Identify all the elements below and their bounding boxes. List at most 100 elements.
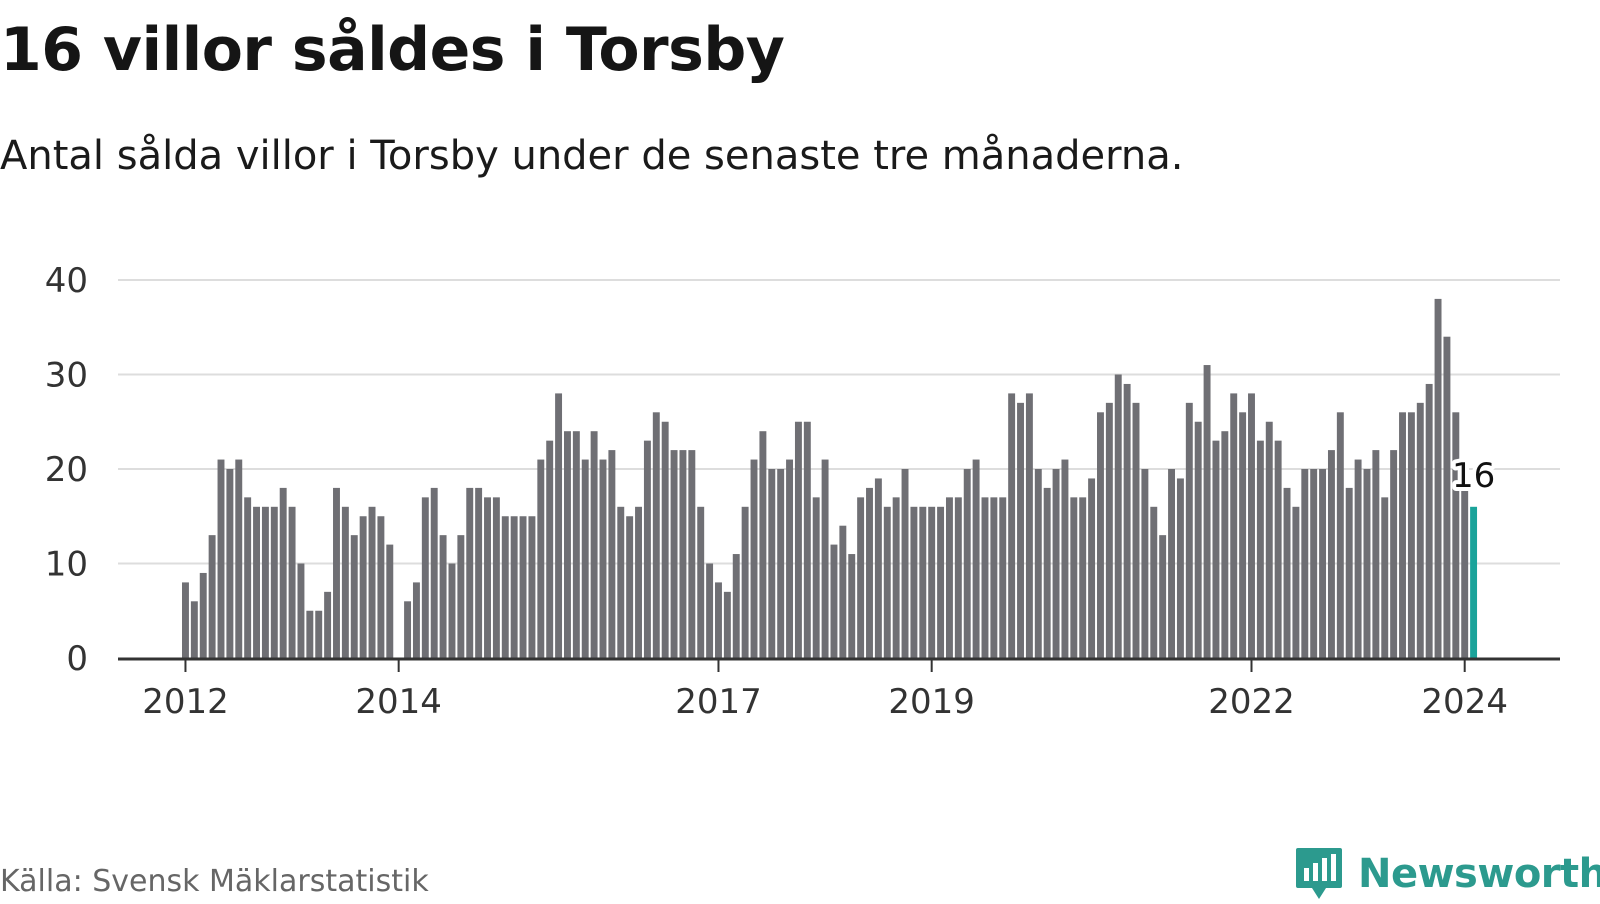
- bar: [1017, 402, 1024, 658]
- bar: [528, 516, 536, 658]
- bar: [333, 487, 340, 658]
- bar: [182, 582, 189, 658]
- bar: [546, 440, 554, 658]
- bar: [1354, 459, 1362, 658]
- bar: [679, 450, 687, 658]
- bar: [626, 516, 634, 658]
- y-tick-label: 30: [45, 356, 88, 396]
- bar: [652, 412, 660, 658]
- bar: [1372, 450, 1380, 658]
- bar: [1230, 393, 1238, 658]
- bar: [1407, 412, 1415, 658]
- bar: [1274, 440, 1282, 658]
- bar: [563, 431, 571, 658]
- bar: [555, 393, 563, 658]
- bar: [1319, 469, 1327, 658]
- bar: [1008, 393, 1016, 658]
- bar: [501, 516, 509, 658]
- bar: [643, 440, 651, 658]
- bar: [1159, 535, 1167, 658]
- bar: [1105, 402, 1113, 658]
- bar: [1168, 469, 1176, 658]
- bar: [297, 563, 305, 658]
- bar: [883, 506, 891, 658]
- y-tick-label: 10: [45, 545, 88, 585]
- bar: [581, 459, 589, 658]
- brand-logo[interactable]: Newsworthy: [1294, 844, 1600, 904]
- bar: [599, 459, 607, 658]
- bar: [315, 610, 323, 658]
- bar: [866, 487, 873, 658]
- bar: [492, 497, 500, 658]
- bar: [341, 506, 349, 658]
- y-tick-label: 40: [45, 261, 88, 301]
- bar: [1399, 412, 1406, 658]
- bar: [208, 535, 216, 658]
- bar: [981, 497, 989, 658]
- bar: [1212, 440, 1220, 658]
- bar: [1336, 412, 1344, 658]
- bar: [928, 506, 936, 658]
- bar: [1292, 506, 1300, 658]
- bar: [226, 469, 234, 658]
- bar: [706, 563, 714, 658]
- bar: [590, 431, 598, 658]
- bar: [404, 601, 412, 658]
- bar: [750, 459, 758, 658]
- bar: [723, 591, 731, 658]
- bar: [421, 497, 429, 658]
- newsworthy-logo-icon: [1296, 848, 1342, 899]
- x-tick-label: 2022: [1208, 682, 1295, 722]
- bar: [1221, 431, 1229, 658]
- bar: [794, 421, 802, 658]
- bar: [359, 516, 367, 658]
- x-tick-label: 2012: [142, 682, 229, 722]
- bar: [1452, 412, 1460, 658]
- bar: [1194, 421, 1202, 658]
- bar: [892, 497, 900, 658]
- bar: [715, 582, 722, 658]
- bar: [1123, 383, 1131, 658]
- bar: [1043, 487, 1051, 658]
- bar: [901, 469, 909, 658]
- bar: [1025, 393, 1033, 658]
- bar: [732, 554, 740, 658]
- bar: [688, 450, 696, 658]
- bar: [857, 497, 865, 658]
- bar: [448, 563, 456, 658]
- bar: [368, 506, 376, 658]
- bar: [608, 450, 616, 658]
- bar: [377, 516, 385, 658]
- bar: [635, 506, 642, 658]
- bar: [759, 431, 767, 658]
- bar: [253, 506, 260, 658]
- bar: [235, 459, 243, 658]
- bar: [910, 506, 918, 658]
- bar: [768, 469, 776, 658]
- bar: [288, 506, 296, 658]
- bar: [270, 506, 278, 658]
- bar: [945, 497, 953, 658]
- bar: [697, 506, 705, 658]
- x-tick-label: 2017: [675, 682, 762, 722]
- bar: [306, 610, 314, 658]
- bar: [777, 469, 785, 658]
- bar: [1132, 402, 1140, 658]
- bar: [1327, 450, 1335, 658]
- bar: [972, 459, 980, 658]
- bar: [1301, 469, 1309, 658]
- bar: [954, 497, 962, 658]
- bar: [457, 535, 465, 658]
- bar: [990, 497, 998, 658]
- bar: [1070, 497, 1078, 658]
- bar: [537, 459, 545, 658]
- source-note: Källa: Svensk Mäklarstatistik: [0, 864, 429, 899]
- bar: [430, 487, 438, 658]
- bar: [572, 431, 580, 658]
- bar: [874, 478, 882, 658]
- chart-subtitle: Antal sålda villor i Torsby under de sen…: [0, 133, 1184, 179]
- bar: [439, 535, 447, 658]
- bar: [1443, 336, 1451, 658]
- bar: [1239, 412, 1247, 658]
- bar: [261, 506, 269, 658]
